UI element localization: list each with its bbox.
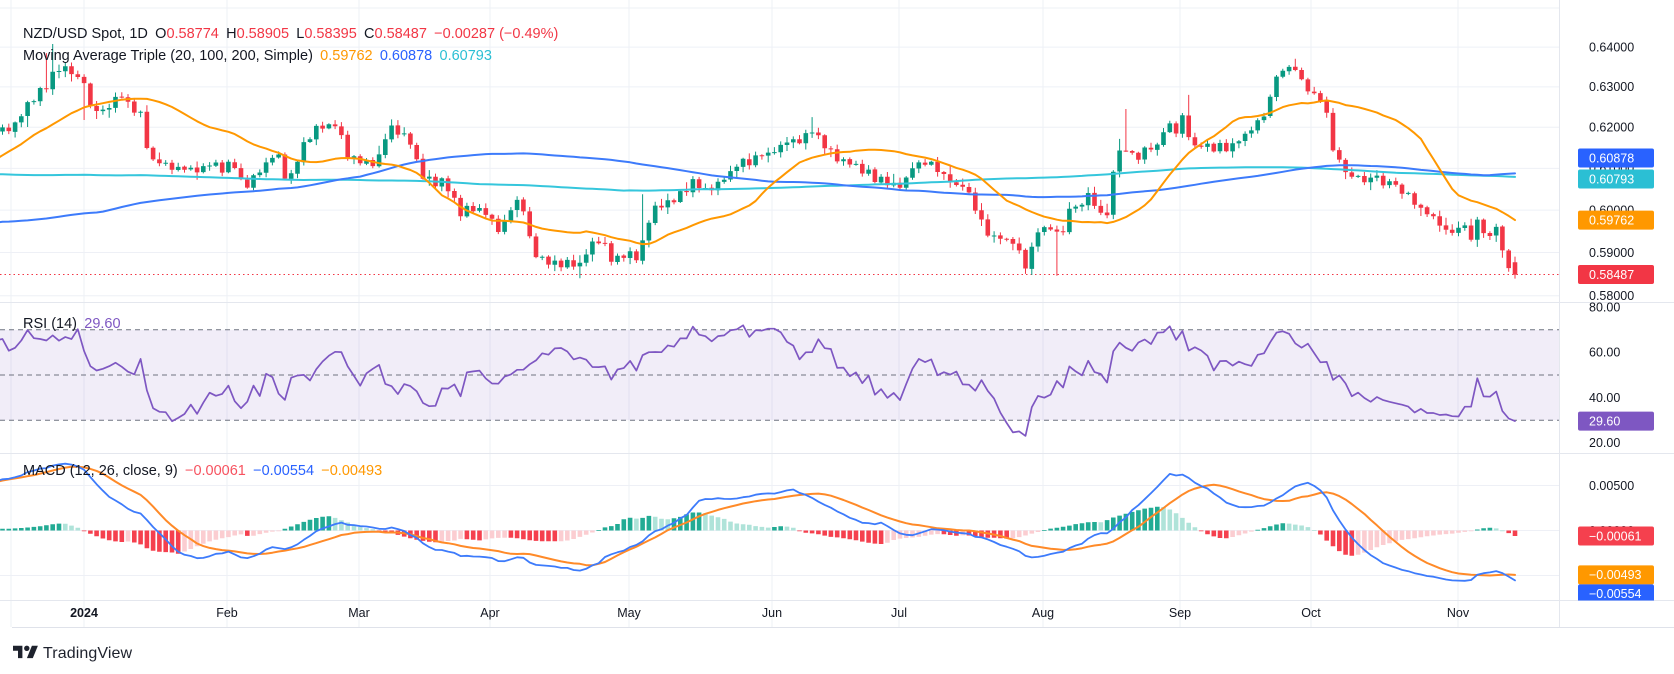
svg-text:2024: 2024	[70, 606, 98, 620]
svg-text:0.64000: 0.64000	[1589, 40, 1634, 54]
svg-text:0.58000: 0.58000	[1589, 289, 1634, 303]
svg-text:0.60878: 0.60878	[1589, 151, 1634, 165]
svg-text:−0.00493: −0.00493	[1589, 568, 1642, 582]
svg-text:0.63000: 0.63000	[1589, 80, 1634, 94]
svg-text:Aug: Aug	[1032, 606, 1054, 620]
svg-text:Feb: Feb	[216, 606, 238, 620]
svg-text:Nov: Nov	[1447, 606, 1470, 620]
svg-text:−0.00061: −0.00061	[1589, 529, 1642, 543]
svg-text:Moving Average Triple (20, 100: Moving Average Triple (20, 100, 200, Sim…	[23, 48, 492, 64]
svg-text:40.00: 40.00	[1589, 391, 1620, 405]
svg-text:29.60: 29.60	[1589, 414, 1620, 428]
svg-text:TradingView: TradingView	[43, 645, 132, 662]
svg-text:RSI (14) 29.60: RSI (14) 29.60	[23, 316, 121, 332]
svg-text:May: May	[617, 606, 641, 620]
svg-text:0.00500: 0.00500	[1589, 479, 1634, 493]
svg-text:Apr: Apr	[480, 606, 499, 620]
svg-text:Oct: Oct	[1301, 606, 1321, 620]
svg-text:NZD/USD Spot, 1D O0.58774 H0.5: NZD/USD Spot, 1D O0.58774 H0.58905 L0.58…	[23, 26, 558, 42]
svg-text:Jul: Jul	[891, 606, 907, 620]
svg-text:Jun: Jun	[762, 606, 782, 620]
svg-text:−0.00554: −0.00554	[1589, 587, 1642, 601]
svg-text:Sep: Sep	[1169, 606, 1191, 620]
svg-text:Mar: Mar	[348, 606, 370, 620]
svg-text:0.59000: 0.59000	[1589, 246, 1634, 260]
svg-text:80.00: 80.00	[1589, 301, 1620, 315]
svg-text:MACD (12, 26, close, 9) −0.000: MACD (12, 26, close, 9) −0.00061 −0.0055…	[23, 463, 382, 479]
svg-text:20.00: 20.00	[1589, 436, 1620, 450]
svg-text:60.00: 60.00	[1589, 346, 1620, 360]
svg-text:0.60793: 0.60793	[1589, 172, 1634, 186]
svg-text:0.62000: 0.62000	[1589, 121, 1634, 135]
svg-text:0.58487: 0.58487	[1589, 268, 1634, 282]
svg-text:0.59762: 0.59762	[1589, 213, 1634, 227]
